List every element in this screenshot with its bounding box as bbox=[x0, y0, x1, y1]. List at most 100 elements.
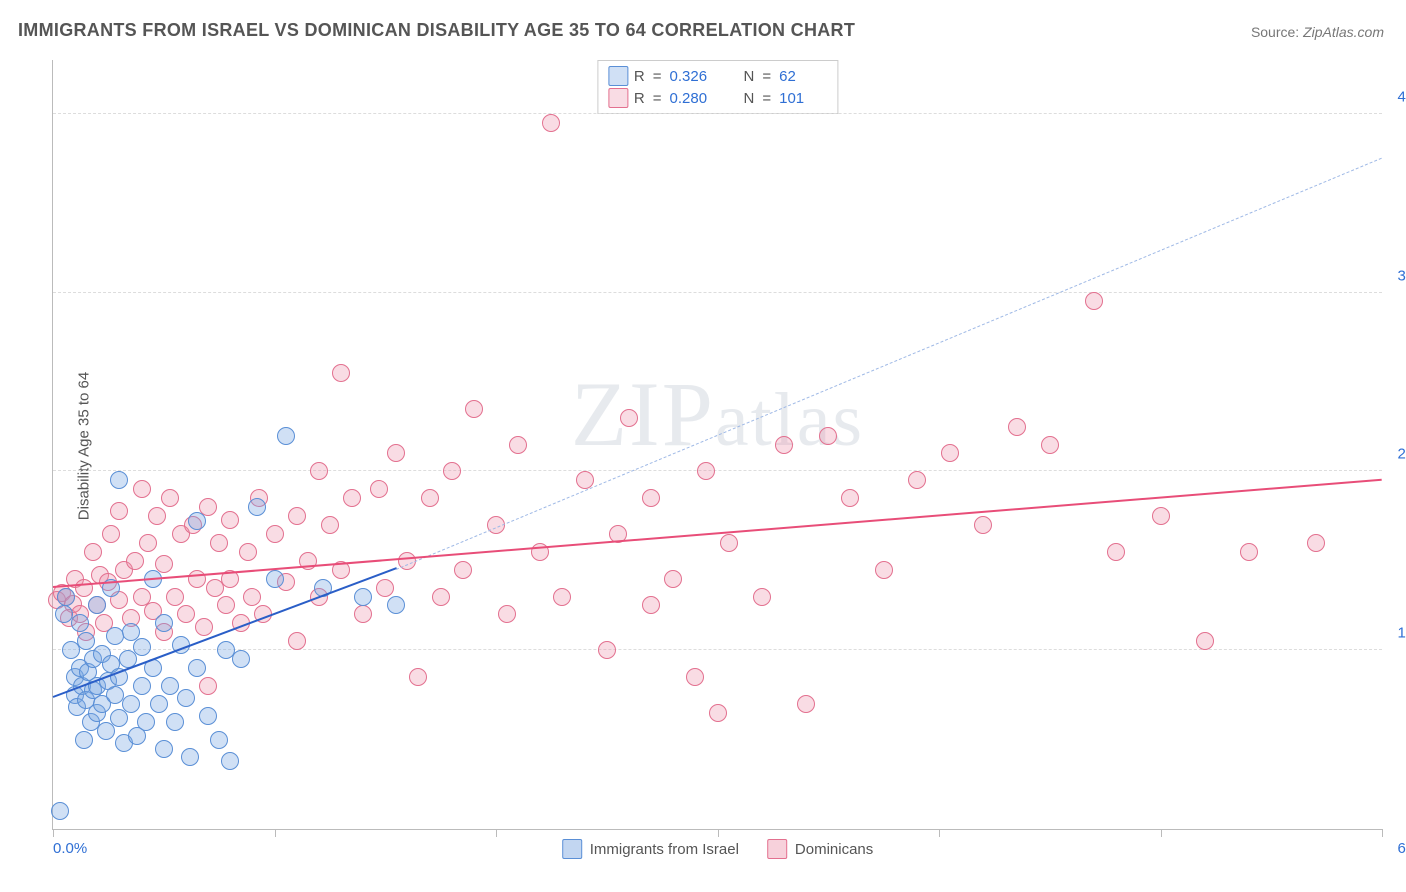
scatter-point-israel bbox=[161, 677, 179, 695]
scatter-point-dominicans bbox=[288, 632, 306, 650]
plot-inner: ZIPatlas R = 0.326 N = 62 R = 0.280 bbox=[52, 60, 1382, 830]
legend-eq: = bbox=[762, 68, 771, 85]
scatter-point-dominicans bbox=[598, 641, 616, 659]
scatter-point-dominicans bbox=[221, 511, 239, 529]
watermark: ZIPatlas bbox=[571, 361, 864, 467]
scatter-point-israel bbox=[221, 752, 239, 770]
scatter-point-dominicans bbox=[941, 444, 959, 462]
legend-N-label: N bbox=[744, 90, 755, 107]
scatter-point-dominicans bbox=[239, 543, 257, 561]
legend-R-label: R bbox=[634, 68, 645, 85]
scatter-point-dominicans bbox=[161, 489, 179, 507]
scatter-point-israel bbox=[248, 498, 266, 516]
scatter-point-dominicans bbox=[1152, 507, 1170, 525]
scatter-point-israel bbox=[177, 689, 195, 707]
scatter-point-israel bbox=[188, 659, 206, 677]
legend-eq: = bbox=[653, 68, 662, 85]
scatter-point-israel bbox=[110, 471, 128, 489]
scatter-point-dominicans bbox=[110, 502, 128, 520]
scatter-point-dominicans bbox=[243, 588, 261, 606]
legend-correlation: R = 0.326 N = 62 R = 0.280 N = 101 bbox=[597, 60, 838, 114]
swatch-israel bbox=[562, 839, 582, 859]
x-tick bbox=[939, 829, 940, 837]
scatter-point-dominicans bbox=[1196, 632, 1214, 650]
scatter-point-dominicans bbox=[421, 489, 439, 507]
scatter-point-dominicans bbox=[1307, 534, 1325, 552]
x-tick-label-start: 0.0% bbox=[53, 840, 87, 857]
scatter-point-dominicans bbox=[217, 596, 235, 614]
scatter-point-dominicans bbox=[775, 436, 793, 454]
source-label: Source: bbox=[1251, 24, 1303, 40]
scatter-point-dominicans bbox=[75, 579, 93, 597]
x-tick bbox=[53, 829, 54, 837]
scatter-point-dominicans bbox=[974, 516, 992, 534]
scatter-point-israel bbox=[71, 614, 89, 632]
scatter-point-israel bbox=[133, 638, 151, 656]
source-value: ZipAtlas.com bbox=[1303, 24, 1384, 40]
scatter-point-dominicans bbox=[102, 525, 120, 543]
scatter-point-dominicans bbox=[509, 436, 527, 454]
chart-title: IMMIGRANTS FROM ISRAEL VS DOMINICAN DISA… bbox=[18, 20, 855, 41]
y-tick-label: 40.0% bbox=[1388, 88, 1406, 105]
scatter-point-israel bbox=[232, 650, 250, 668]
y-tick-label: 30.0% bbox=[1388, 267, 1406, 284]
legend-eq: = bbox=[762, 90, 771, 107]
legend-N-israel: 62 bbox=[779, 68, 827, 85]
scatter-point-israel bbox=[199, 707, 217, 725]
gridline bbox=[53, 470, 1382, 471]
scatter-point-israel bbox=[51, 802, 69, 820]
legend-R-dominicans: 0.280 bbox=[670, 90, 718, 107]
scatter-point-israel bbox=[137, 713, 155, 731]
scatter-point-dominicans bbox=[443, 462, 461, 480]
gridline bbox=[53, 649, 1382, 650]
scatter-point-dominicans bbox=[387, 444, 405, 462]
scatter-point-dominicans bbox=[310, 462, 328, 480]
source-attribution: Source: ZipAtlas.com bbox=[1251, 24, 1384, 40]
x-tick bbox=[496, 829, 497, 837]
scatter-point-israel bbox=[133, 677, 151, 695]
scatter-point-israel bbox=[88, 596, 106, 614]
scatter-point-dominicans bbox=[664, 570, 682, 588]
swatch-israel bbox=[608, 66, 628, 86]
scatter-point-israel bbox=[77, 632, 95, 650]
scatter-point-dominicans bbox=[620, 409, 638, 427]
scatter-point-dominicans bbox=[177, 605, 195, 623]
legend-R-israel: 0.326 bbox=[670, 68, 718, 85]
scatter-point-dominicans bbox=[908, 471, 926, 489]
scatter-point-dominicans bbox=[797, 695, 815, 713]
scatter-point-dominicans bbox=[1107, 543, 1125, 561]
scatter-point-dominicans bbox=[188, 570, 206, 588]
scatter-point-dominicans bbox=[139, 534, 157, 552]
legend-N-dominicans: 101 bbox=[779, 90, 827, 107]
scatter-point-dominicans bbox=[1008, 418, 1026, 436]
scatter-point-israel bbox=[155, 740, 173, 758]
scatter-point-dominicans bbox=[148, 507, 166, 525]
y-tick-label: 20.0% bbox=[1388, 446, 1406, 463]
x-tick bbox=[1382, 829, 1383, 837]
scatter-point-dominicans bbox=[409, 668, 427, 686]
scatter-point-dominicans bbox=[195, 618, 213, 636]
scatter-point-dominicans bbox=[266, 525, 284, 543]
scatter-point-dominicans bbox=[498, 605, 516, 623]
scatter-point-dominicans bbox=[686, 668, 704, 686]
x-tick bbox=[1161, 829, 1162, 837]
scatter-point-dominicans bbox=[454, 561, 472, 579]
scatter-point-israel bbox=[150, 695, 168, 713]
scatter-point-israel bbox=[166, 713, 184, 731]
scatter-point-dominicans bbox=[288, 507, 306, 525]
scatter-point-dominicans bbox=[465, 400, 483, 418]
scatter-point-dominicans bbox=[720, 534, 738, 552]
scatter-point-dominicans bbox=[642, 489, 660, 507]
scatter-point-israel bbox=[122, 695, 140, 713]
scatter-point-dominicans bbox=[542, 114, 560, 132]
scatter-point-israel bbox=[75, 731, 93, 749]
swatch-dominicans bbox=[767, 839, 787, 859]
swatch-dominicans bbox=[608, 88, 628, 108]
legend-row-israel: R = 0.326 N = 62 bbox=[608, 65, 827, 87]
legend-item-israel: Immigrants from Israel bbox=[562, 839, 739, 859]
x-tick bbox=[718, 829, 719, 837]
scatter-point-israel bbox=[354, 588, 372, 606]
legend-eq: = bbox=[653, 90, 662, 107]
y-tick-label: 10.0% bbox=[1388, 625, 1406, 642]
x-tick bbox=[275, 829, 276, 837]
